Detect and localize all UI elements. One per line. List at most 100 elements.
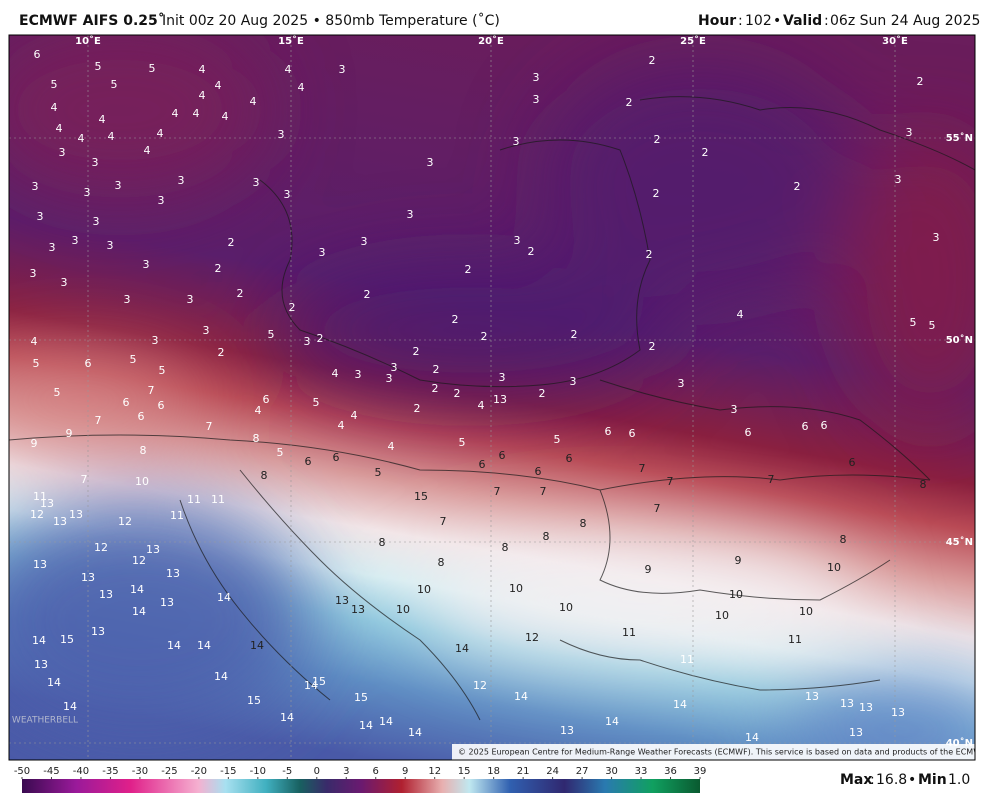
contour-label: 14 bbox=[217, 591, 231, 604]
contour-label: 3 bbox=[107, 239, 114, 252]
contour-label: 7 bbox=[768, 473, 775, 486]
contour-label: 2 bbox=[702, 146, 709, 159]
contour-label: 8 bbox=[840, 533, 847, 546]
contour-label: 6 bbox=[849, 456, 856, 469]
contour-label: 3 bbox=[427, 156, 434, 169]
contour-label: 4 bbox=[108, 130, 115, 143]
contour-label: 4 bbox=[255, 404, 262, 417]
colorbar-tick-label: -20 bbox=[191, 766, 207, 777]
contour-label: 5 bbox=[929, 319, 936, 332]
contour-label: 5 bbox=[111, 78, 118, 91]
contour-label: 3 bbox=[386, 372, 393, 385]
contour-label: 14 bbox=[32, 634, 46, 647]
contour-label: 4 bbox=[285, 63, 292, 76]
contour-label: 9 bbox=[735, 554, 742, 567]
graticule: 10˚E 15˚E 20˚E 25˚E 30˚E55˚N50˚N45˚N40˚N bbox=[9, 35, 975, 760]
contour-label: 13 bbox=[859, 701, 873, 714]
contour-label: 8 bbox=[438, 556, 445, 569]
contour-label: 4 bbox=[338, 419, 345, 432]
contour-label: 2 bbox=[237, 287, 244, 300]
contour-label: 2 bbox=[454, 387, 461, 400]
contour-label: 4 bbox=[193, 107, 200, 120]
contour-label: 13 bbox=[166, 567, 180, 580]
contour-label: 13 bbox=[849, 726, 863, 739]
contour-label: 7 bbox=[206, 420, 213, 433]
contour-label: 3 bbox=[407, 208, 414, 221]
contour-label: 4 bbox=[199, 89, 206, 102]
contour-label: 13 bbox=[351, 603, 365, 616]
contour-label: 6 bbox=[479, 458, 486, 471]
contour-label: 6 bbox=[34, 48, 41, 61]
contour-label: 3 bbox=[143, 258, 150, 271]
valid: 06z Sun 24 Aug 2025 bbox=[830, 13, 980, 29]
lon-label: 15˚E bbox=[278, 35, 304, 47]
field-shading bbox=[9, 35, 975, 760]
colorbar-ticks: -50 -45 -40 -35 -30 -25 -20 -15 -10 -5 0 3 6 9 12 15 18 2… bbox=[14, 766, 706, 779]
contour-label: 8 bbox=[261, 469, 268, 482]
contour-label: 4 bbox=[215, 79, 222, 92]
contour-label: 5 bbox=[54, 386, 61, 399]
colorbar-tick-label: -35 bbox=[102, 766, 118, 777]
contour-label: 9 bbox=[645, 563, 652, 576]
contour-label: 2 bbox=[414, 402, 421, 415]
contour-label: 3 bbox=[30, 267, 37, 280]
colorbar-tick-label: 30 bbox=[605, 766, 618, 777]
contour-label: 13 bbox=[840, 697, 854, 710]
contour-label: 5 bbox=[554, 433, 561, 446]
colorbar-tick-label: 15 bbox=[458, 766, 471, 777]
contour-label: 15 bbox=[60, 633, 74, 646]
contour-label: 6 bbox=[138, 410, 145, 423]
contour-label: 13 bbox=[493, 393, 507, 406]
colorbar bbox=[22, 779, 700, 793]
contour-label: 4 bbox=[157, 127, 164, 140]
contour-label: 13 bbox=[33, 558, 47, 571]
contour-label: 15 bbox=[414, 490, 428, 503]
min-label: Min bbox=[918, 772, 947, 788]
contour-label: 11 bbox=[680, 653, 694, 666]
valid-label: Valid bbox=[783, 13, 822, 29]
contour-label: 6 bbox=[305, 455, 312, 468]
lat-label: 55˚N bbox=[946, 132, 973, 144]
contour-label: 10 bbox=[715, 609, 729, 622]
colon: : bbox=[824, 13, 829, 29]
contour-label: 3 bbox=[158, 194, 165, 207]
colorbar-tick-label: 18 bbox=[487, 766, 500, 777]
contour-label: 13 bbox=[335, 594, 349, 607]
contour-label: 4 bbox=[144, 144, 151, 157]
contour-label: 4 bbox=[298, 81, 305, 94]
contour-label: 2 bbox=[646, 248, 653, 261]
contour-label: 14 bbox=[63, 700, 77, 713]
colorbar-tick-label: 3 bbox=[343, 766, 349, 777]
contour-label: 3 bbox=[178, 174, 185, 187]
copyright: © 2025 European Centre for Medium-Range … bbox=[458, 748, 984, 757]
contour-label: 13 bbox=[69, 508, 83, 521]
contour-label: 7 bbox=[654, 502, 661, 515]
contour-label: 13 bbox=[53, 515, 67, 528]
colorbar-tick-label: -50 bbox=[14, 766, 30, 777]
contour-label: 3 bbox=[203, 324, 210, 337]
contour-label: 5 bbox=[95, 60, 102, 73]
contour-label: 8 bbox=[140, 444, 147, 457]
contour-label: 14 bbox=[280, 711, 294, 724]
contour-label: 5 bbox=[375, 466, 382, 479]
colorbar-tick-label: -45 bbox=[43, 766, 59, 777]
contour-label: 3 bbox=[514, 234, 521, 247]
colorbar-tick-label: -10 bbox=[250, 766, 266, 777]
contour-label: 3 bbox=[499, 371, 506, 384]
lon-label: 20˚E bbox=[478, 35, 504, 47]
contour-label: 7 bbox=[440, 515, 447, 528]
contour-label: 3 bbox=[92, 156, 99, 169]
contour-label: 2 bbox=[215, 262, 222, 275]
contour-label: 6 bbox=[535, 465, 542, 478]
contour-label: 14 bbox=[673, 698, 687, 711]
contour-label: 2 bbox=[289, 301, 296, 314]
colorbar-tick-label: 36 bbox=[664, 766, 677, 777]
max: 16.8 bbox=[876, 772, 907, 788]
contour-label: 4 bbox=[172, 107, 179, 120]
contour-label: 5 bbox=[130, 353, 137, 366]
borders bbox=[9, 96, 975, 721]
contour-label: 3 bbox=[391, 361, 398, 374]
contour-label: 13 bbox=[146, 543, 160, 556]
contour-label: 3 bbox=[253, 176, 260, 189]
contour-label: 5 bbox=[277, 446, 284, 459]
